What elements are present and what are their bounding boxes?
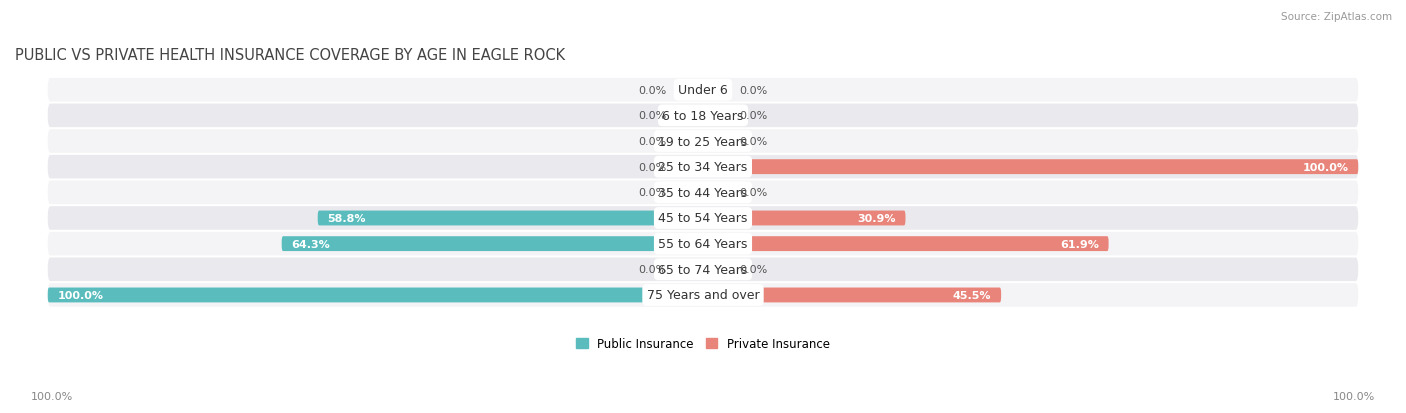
Text: Source: ZipAtlas.com: Source: ZipAtlas.com bbox=[1281, 12, 1392, 22]
Text: 100.0%: 100.0% bbox=[58, 290, 104, 300]
Text: 0.0%: 0.0% bbox=[638, 85, 666, 95]
Text: 0.0%: 0.0% bbox=[638, 137, 666, 147]
FancyBboxPatch shape bbox=[703, 160, 1358, 175]
FancyBboxPatch shape bbox=[281, 237, 703, 252]
FancyBboxPatch shape bbox=[703, 262, 730, 277]
Text: 0.0%: 0.0% bbox=[740, 85, 768, 95]
Text: 0.0%: 0.0% bbox=[638, 188, 666, 198]
Legend: Public Insurance, Private Insurance: Public Insurance, Private Insurance bbox=[571, 332, 835, 355]
FancyBboxPatch shape bbox=[703, 134, 730, 149]
Text: 100.0%: 100.0% bbox=[1333, 391, 1375, 401]
FancyBboxPatch shape bbox=[48, 181, 1358, 204]
Text: 0.0%: 0.0% bbox=[740, 137, 768, 147]
Text: 100.0%: 100.0% bbox=[1302, 162, 1348, 172]
FancyBboxPatch shape bbox=[676, 160, 703, 175]
Text: 30.9%: 30.9% bbox=[858, 214, 896, 223]
FancyBboxPatch shape bbox=[676, 185, 703, 200]
Text: 19 to 25 Years: 19 to 25 Years bbox=[658, 135, 748, 148]
FancyBboxPatch shape bbox=[703, 288, 1001, 303]
Text: 35 to 44 Years: 35 to 44 Years bbox=[658, 186, 748, 199]
FancyBboxPatch shape bbox=[48, 79, 1358, 102]
FancyBboxPatch shape bbox=[48, 232, 1358, 256]
FancyBboxPatch shape bbox=[676, 262, 703, 277]
FancyBboxPatch shape bbox=[48, 206, 1358, 230]
FancyBboxPatch shape bbox=[676, 134, 703, 149]
Text: 0.0%: 0.0% bbox=[638, 162, 666, 172]
Text: 64.3%: 64.3% bbox=[291, 239, 330, 249]
FancyBboxPatch shape bbox=[703, 185, 730, 200]
FancyBboxPatch shape bbox=[676, 109, 703, 123]
FancyBboxPatch shape bbox=[48, 155, 1358, 179]
Text: 25 to 34 Years: 25 to 34 Years bbox=[658, 161, 748, 174]
FancyBboxPatch shape bbox=[703, 109, 730, 123]
Text: 55 to 64 Years: 55 to 64 Years bbox=[658, 237, 748, 251]
Text: 0.0%: 0.0% bbox=[740, 111, 768, 121]
FancyBboxPatch shape bbox=[48, 288, 703, 303]
Text: 75 Years and over: 75 Years and over bbox=[647, 289, 759, 302]
Text: 0.0%: 0.0% bbox=[638, 111, 666, 121]
Text: 61.9%: 61.9% bbox=[1060, 239, 1098, 249]
FancyBboxPatch shape bbox=[703, 83, 730, 98]
FancyBboxPatch shape bbox=[703, 237, 1108, 252]
FancyBboxPatch shape bbox=[48, 258, 1358, 281]
Text: 65 to 74 Years: 65 to 74 Years bbox=[658, 263, 748, 276]
Text: PUBLIC VS PRIVATE HEALTH INSURANCE COVERAGE BY AGE IN EAGLE ROCK: PUBLIC VS PRIVATE HEALTH INSURANCE COVER… bbox=[15, 48, 565, 63]
FancyBboxPatch shape bbox=[676, 83, 703, 98]
Text: 0.0%: 0.0% bbox=[740, 188, 768, 198]
Text: 45 to 54 Years: 45 to 54 Years bbox=[658, 212, 748, 225]
Text: 58.8%: 58.8% bbox=[328, 214, 366, 223]
FancyBboxPatch shape bbox=[703, 211, 905, 226]
Text: 100.0%: 100.0% bbox=[31, 391, 73, 401]
FancyBboxPatch shape bbox=[318, 211, 703, 226]
Text: 0.0%: 0.0% bbox=[638, 265, 666, 275]
Text: 6 to 18 Years: 6 to 18 Years bbox=[662, 109, 744, 123]
FancyBboxPatch shape bbox=[48, 130, 1358, 154]
Text: 0.0%: 0.0% bbox=[740, 265, 768, 275]
Text: Under 6: Under 6 bbox=[678, 84, 728, 97]
FancyBboxPatch shape bbox=[48, 283, 1358, 307]
Text: 45.5%: 45.5% bbox=[953, 290, 991, 300]
FancyBboxPatch shape bbox=[48, 104, 1358, 128]
